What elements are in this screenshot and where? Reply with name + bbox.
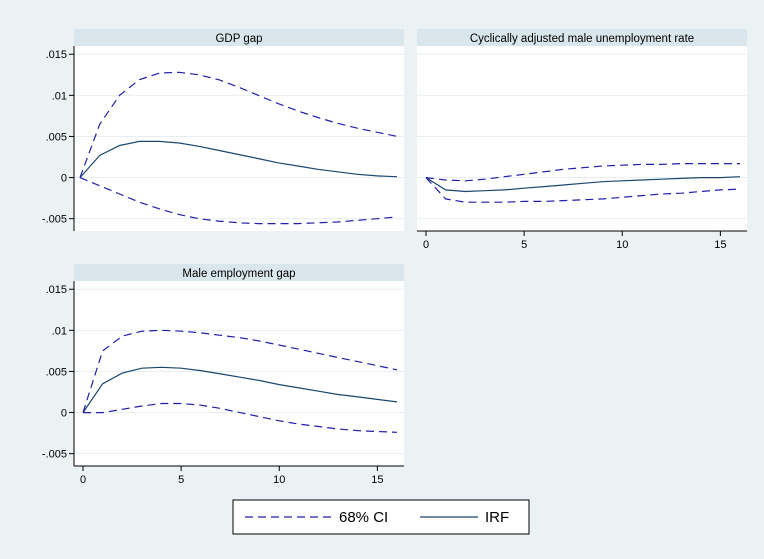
plot-area <box>74 46 404 231</box>
plot-area <box>74 281 404 466</box>
series-line-ci-band <box>79 71 398 178</box>
legend-label-irf: IRF <box>485 509 509 526</box>
panel-title-strip <box>74 29 404 46</box>
series-line-ci-band <box>82 329 398 413</box>
legend-label-ci: 68% CI <box>339 509 388 526</box>
series-line-irf <box>79 140 398 178</box>
y-tick-label: .01 <box>52 90 67 102</box>
y-tick-label: -.005 <box>42 449 67 461</box>
x-tick-label: 0 <box>423 239 429 251</box>
series-line-irf <box>82 366 398 413</box>
x-tick-label: 15 <box>371 474 383 486</box>
series-line-ci-band <box>83 402 398 433</box>
y-tick-label: .015 <box>46 284 67 296</box>
x-tick-label: 0 <box>80 474 86 486</box>
panel-title: GDP gap <box>215 33 262 45</box>
x-tick-label: 5 <box>521 239 527 251</box>
panel-unemployment-rate: Cyclically adjusted male unemployment ra… <box>417 29 747 251</box>
y-tick-label: .005 <box>46 366 67 378</box>
y-tick-label: .005 <box>46 131 67 143</box>
panel-title-strip <box>417 29 747 46</box>
y-tick-label: -.005 <box>42 214 67 226</box>
series-line-ci-band <box>79 177 398 225</box>
legend-box <box>232 499 530 535</box>
y-tick-label: .01 <box>52 325 67 337</box>
series-line-irf <box>425 176 741 193</box>
y-tick-label: 0 <box>61 173 67 185</box>
legend: 68% CI IRF <box>232 499 530 535</box>
panel-gdp-gap: GDP gap -.005 0 .005 .01 .015 <box>42 29 404 231</box>
panel-title-strip <box>74 264 404 281</box>
y-tick-label: 0 <box>61 408 67 420</box>
y-tick-label: .015 <box>46 49 67 61</box>
panel-title: Cyclically adjusted male unemployment ra… <box>470 33 694 45</box>
x-tick-label: 10 <box>273 474 285 486</box>
x-tick-label: 10 <box>616 239 628 251</box>
x-tick-label: 5 <box>178 474 184 486</box>
x-tick-label: 15 <box>714 239 726 251</box>
panel-male-employment-gap: Male employment gap -.005 0 .005 .01 .015 0 5… <box>42 264 404 486</box>
plot-area <box>417 46 747 231</box>
series-line-ci-band <box>425 163 740 182</box>
panel-title: Male employment gap <box>182 268 295 280</box>
